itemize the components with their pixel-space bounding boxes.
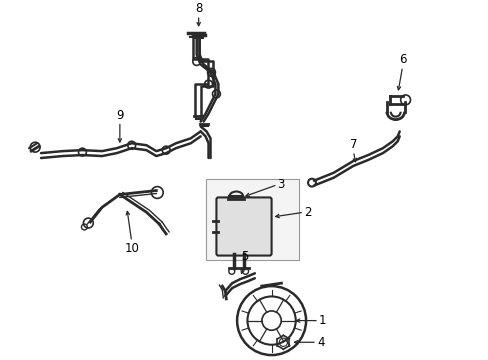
Text: 4: 4 (316, 336, 324, 349)
Text: 8: 8 (195, 2, 202, 15)
Text: 9: 9 (116, 109, 123, 122)
Text: 6: 6 (398, 53, 406, 66)
Text: 3: 3 (277, 178, 285, 191)
Text: 2: 2 (304, 206, 311, 219)
FancyBboxPatch shape (216, 197, 271, 256)
Text: 1: 1 (318, 314, 325, 327)
Text: 10: 10 (124, 242, 139, 255)
Text: 7: 7 (349, 138, 356, 151)
Text: 5: 5 (241, 251, 248, 264)
Bar (205, 179, 299, 260)
